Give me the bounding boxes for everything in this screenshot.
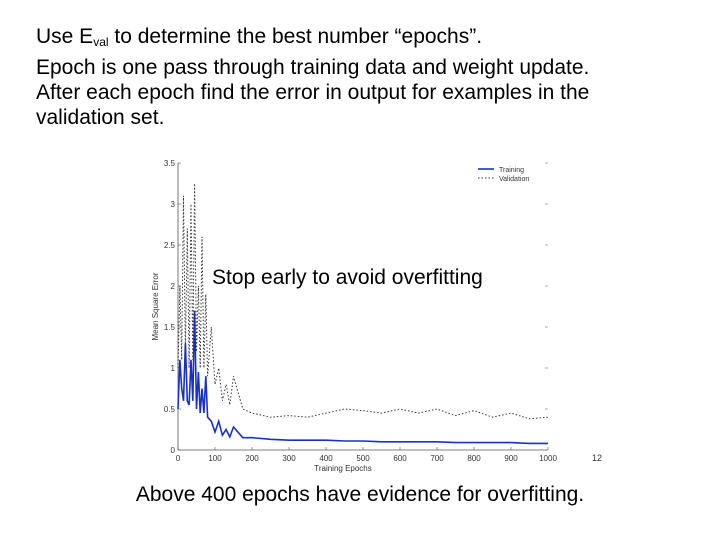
y-tick-label: 2.5 xyxy=(164,241,176,250)
y-tick-label: 1 xyxy=(171,364,176,373)
x-tick-label: 400 xyxy=(319,454,333,463)
x-tick-label: 600 xyxy=(393,454,407,463)
y-tick-label: 3.5 xyxy=(164,159,176,168)
series-line-training xyxy=(177,310,548,445)
x-axis-label: Training Epochs xyxy=(314,464,372,473)
legend-box xyxy=(474,164,542,188)
y-tick-label: 1.5 xyxy=(164,323,176,332)
series-line-validation xyxy=(177,183,549,420)
intro-line-3: After each epoch find the error in outpu… xyxy=(36,81,590,104)
x-tick-label: 200 xyxy=(245,454,259,463)
intro-line-2: Epoch is one pass through training data … xyxy=(36,56,590,79)
y-tick-label: 2 xyxy=(171,282,176,291)
x-tick-label: 500 xyxy=(356,454,370,463)
x-tick-label: 800 xyxy=(467,454,481,463)
intro-line-1-post: to determine the best number “epochs”. xyxy=(108,25,483,48)
legend-label-training: Training xyxy=(499,167,524,174)
legend-label-validation: Validation xyxy=(499,176,529,183)
intro-line-4: validation set. xyxy=(36,106,165,129)
x-tick-label: 700 xyxy=(430,454,444,463)
caption: Above 400 epochs have evidence for overf… xyxy=(135,483,585,506)
x-tick-label: 1000 xyxy=(539,454,557,463)
y-tick-label: 0 xyxy=(171,446,176,455)
intro-text: Use Eval to determine the best number “e… xyxy=(36,24,696,130)
intro-line-1-pre: Use E xyxy=(36,25,94,48)
intro-line-1-sub: val xyxy=(93,35,109,49)
y-axis-label: Mean Square Error xyxy=(151,272,160,340)
error-chart: 0 0.5 1 1.5 2 2.5 3 3.5 0 100 200 300 400 500 600 700 80… xyxy=(151,159,557,473)
x-tick-label: 0 xyxy=(176,454,181,463)
y-tick-label: 3 xyxy=(171,200,176,209)
overlay-label: Stop early to avoid overfitting xyxy=(210,266,485,290)
x-tick-label: 900 xyxy=(504,454,518,463)
x-tick-label: 100 xyxy=(208,454,222,463)
intro-line-1: Use Eval to determine the best number “e… xyxy=(36,24,696,55)
slide-number: 12 xyxy=(592,453,603,463)
x-tick-label: 300 xyxy=(282,454,296,463)
y-tick-label: 0.5 xyxy=(164,405,176,414)
